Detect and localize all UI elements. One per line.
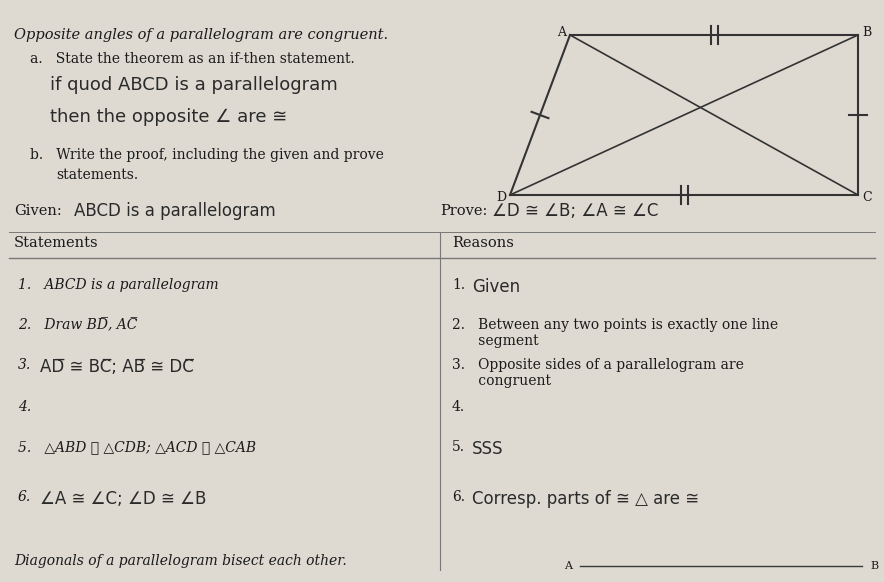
Text: 2.   Between any two points is exactly one line
      segment: 2. Between any two points is exactly one… — [452, 318, 778, 348]
Text: C: C — [862, 191, 872, 204]
Text: statements.: statements. — [56, 168, 138, 182]
Text: Diagonals of a parallelogram bisect each other.: Diagonals of a parallelogram bisect each… — [14, 554, 347, 568]
Text: Given:: Given: — [14, 204, 62, 218]
Text: ABCD is a parallelogram: ABCD is a parallelogram — [74, 202, 276, 220]
Text: 1.   ABCD is a parallelogram: 1. ABCD is a parallelogram — [18, 278, 218, 292]
Text: Opposite angles of a parallelogram are congruent.: Opposite angles of a parallelogram are c… — [14, 28, 388, 42]
Text: a.   State the theorem as an if-then statement.: a. State the theorem as an if-then state… — [30, 52, 354, 66]
Text: 2.   Draw BD̅, AC̅: 2. Draw BD̅, AC̅ — [18, 318, 137, 332]
Text: B: B — [862, 26, 872, 39]
Text: 4.: 4. — [18, 400, 31, 414]
Text: 5.   △ABD ≅ △CDB; △ACD ≅ △CAB: 5. △ABD ≅ △CDB; △ACD ≅ △CAB — [18, 440, 256, 454]
Text: 3.: 3. — [18, 358, 31, 372]
Text: b.   Write the proof, including the given and prove: b. Write the proof, including the given … — [30, 148, 384, 162]
Text: 3.   Opposite sides of a parallelogram are
      congruent: 3. Opposite sides of a parallelogram are… — [452, 358, 743, 388]
Text: A: A — [557, 26, 566, 39]
Text: 4.: 4. — [452, 400, 465, 414]
Text: AD̅ ≅ BC̅; AB̅ ≅ DC̅: AD̅ ≅ BC̅; AB̅ ≅ DC̅ — [40, 358, 194, 376]
Text: ∠A ≅ ∠C; ∠D ≅ ∠B: ∠A ≅ ∠C; ∠D ≅ ∠B — [40, 490, 206, 508]
Text: ∠D ≅ ∠B; ∠A ≅ ∠C: ∠D ≅ ∠B; ∠A ≅ ∠C — [492, 202, 659, 220]
Text: SSS: SSS — [472, 440, 504, 458]
Text: D: D — [496, 191, 506, 204]
Text: Corresp. parts of ≅ △ are ≅: Corresp. parts of ≅ △ are ≅ — [472, 490, 699, 508]
Text: B: B — [870, 561, 878, 571]
Text: 1.: 1. — [452, 278, 465, 292]
Text: Given: Given — [472, 278, 520, 296]
Text: Prove:: Prove: — [440, 204, 487, 218]
Text: Statements: Statements — [14, 236, 99, 250]
Text: A: A — [564, 561, 572, 571]
Text: 6.: 6. — [18, 490, 31, 504]
Text: 6.: 6. — [452, 490, 465, 504]
Text: if quod ABCD is a parallelogram: if quod ABCD is a parallelogram — [50, 76, 338, 94]
Text: 5.: 5. — [452, 440, 465, 454]
Text: then the opposite ∠ are ≅: then the opposite ∠ are ≅ — [50, 108, 287, 126]
Text: Reasons: Reasons — [452, 236, 514, 250]
